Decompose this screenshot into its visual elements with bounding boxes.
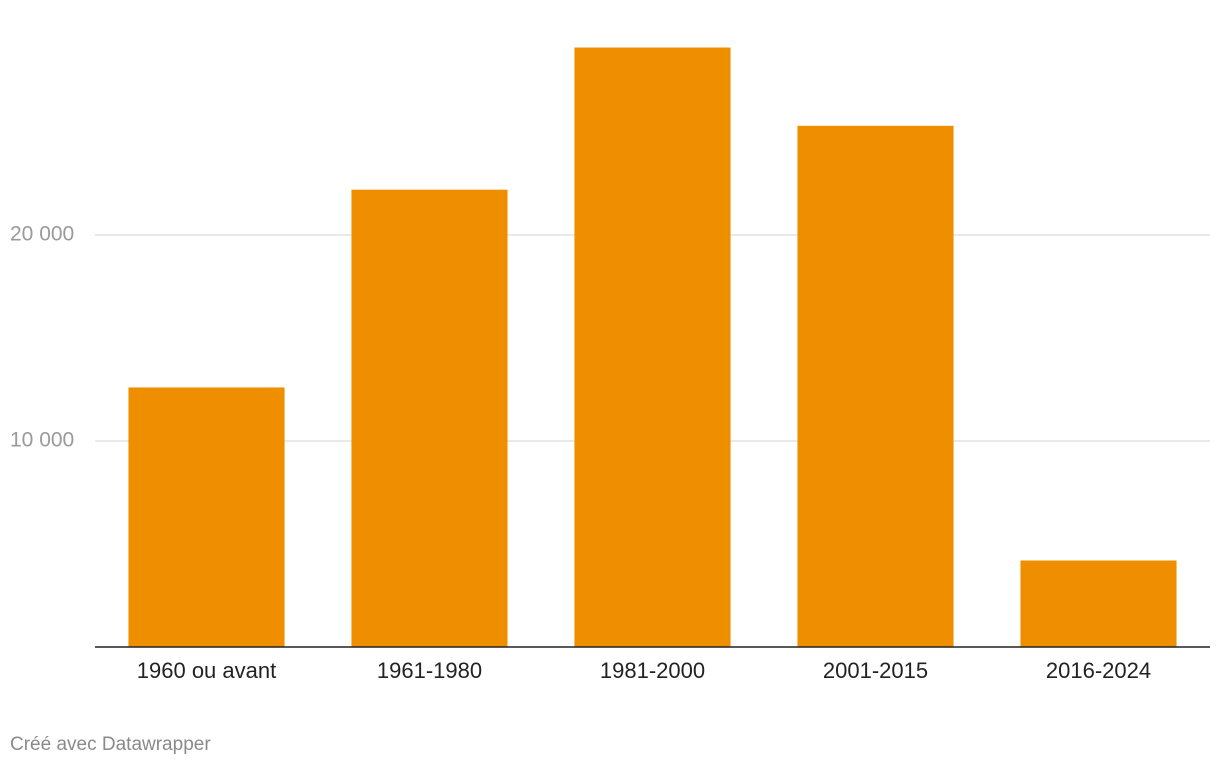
y-tick-label: 10 000 [10, 429, 74, 452]
bar [128, 387, 285, 647]
x-tick-label: 1981-2000 [600, 658, 705, 683]
credit: Créé avec Datawrapper [10, 734, 211, 755]
bar [351, 189, 508, 647]
bar [574, 47, 731, 648]
x-tick-label: 2016-2024 [1046, 658, 1151, 683]
x-tick-label: 1960 ou avant [137, 658, 276, 683]
y-tick-label: 20 000 [10, 223, 74, 246]
bar [1020, 560, 1177, 647]
bar [797, 125, 954, 647]
x-tick-label: 1961-1980 [377, 658, 482, 683]
x-tick-label: 2001-2015 [823, 658, 928, 683]
